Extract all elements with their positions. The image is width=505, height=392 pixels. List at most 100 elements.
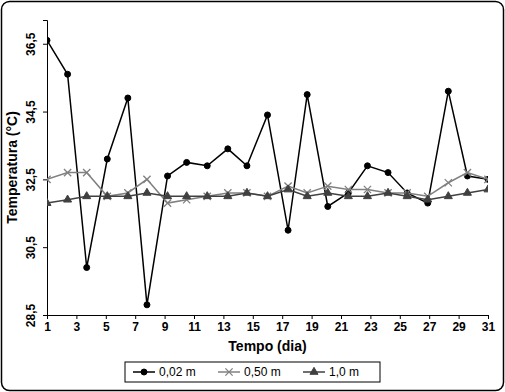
x-tick-mark (370, 315, 371, 319)
series-marker (363, 192, 371, 199)
legend-marker (141, 369, 147, 375)
x-tick-mark (282, 315, 283, 319)
series-marker (65, 71, 71, 77)
x-tick: 7 (132, 315, 139, 334)
x-tick-mark (223, 315, 224, 319)
y-tick-mark (43, 44, 47, 45)
x-tick: 23 (364, 315, 378, 334)
x-tick-label: 31 (482, 320, 496, 334)
series-marker (265, 112, 271, 118)
series-marker (484, 176, 488, 183)
series-marker (325, 204, 331, 210)
series-marker (263, 192, 271, 199)
y-tick: 30,5 (24, 236, 47, 260)
x-tick: 13 (217, 315, 231, 334)
x-tick: 21 (335, 315, 349, 334)
series-marker (484, 185, 488, 192)
series-marker (284, 185, 292, 192)
series-marker (183, 192, 191, 199)
legend-label: 0,50 m (244, 365, 281, 379)
x-tick-mark (341, 315, 342, 319)
series-marker (143, 176, 150, 183)
legend: 0,02 m 0,50 m 1,0 m (125, 362, 380, 382)
series-marker (304, 92, 310, 98)
y-axis-title: Temperatura (°C) (4, 111, 20, 224)
x-tick-label: 19 (305, 320, 319, 334)
legend-marker (310, 367, 318, 374)
y-axis-line (43, 21, 48, 316)
x-tick-mark (253, 315, 254, 319)
series-marker (243, 188, 251, 195)
series-marker (47, 37, 50, 43)
series-marker (364, 163, 370, 169)
series-marker (285, 227, 291, 233)
x-tick: 3 (74, 315, 81, 334)
x-tick: 9 (162, 315, 169, 334)
x-tick: 31 (482, 315, 496, 334)
series-marker (47, 176, 51, 183)
x-tick: 27 (423, 315, 437, 334)
series-marker (144, 302, 150, 308)
x-tick-label: 1 (44, 320, 51, 334)
x-tick-label: 23 (364, 320, 378, 334)
x-tick-mark (165, 315, 166, 319)
series-marker (83, 192, 91, 199)
legend-label: 1,0 m (329, 365, 359, 379)
legend-box (125, 362, 380, 382)
series-marker (103, 192, 111, 199)
legend-label: 0,02 m (159, 365, 196, 379)
series-marker (165, 173, 171, 179)
series-marker (83, 169, 90, 176)
x-tick-label: 27 (423, 320, 437, 334)
series-marker (444, 192, 452, 199)
series-marker (445, 88, 451, 94)
x-tick-mark (106, 315, 107, 319)
x-tick-mark (194, 315, 195, 319)
y-tick-mark (43, 315, 47, 316)
y-tick: 28,5 (24, 303, 47, 327)
x-tick-mark (459, 315, 460, 319)
x-tick: 19 (305, 315, 319, 334)
x-tick-label: 5 (103, 320, 110, 334)
x-tick-mark (135, 315, 136, 319)
chart-frame (2, 2, 504, 391)
y-tick-label: 32,5 (24, 168, 38, 192)
y-tick-mark (43, 112, 47, 113)
series-marker (224, 192, 232, 199)
x-tick-mark (400, 315, 401, 319)
x-tick: 1 (44, 315, 51, 334)
x-tick-mark (76, 315, 77, 319)
series-marker (164, 192, 172, 199)
x-tick-label: 17 (276, 320, 290, 334)
y-axis: 28,5 30,5 32,5 34,5 36,5 (24, 21, 48, 328)
series-marker (47, 198, 51, 205)
x-axis: 135791113151719212325272931 (44, 315, 495, 334)
series-marker (424, 195, 432, 202)
series-line (47, 173, 488, 204)
y-tick-mark (43, 179, 47, 180)
series-marker (244, 163, 250, 169)
x-tick: 25 (394, 315, 408, 334)
y-tick: 34,5 (24, 100, 47, 124)
series-marker (445, 179, 452, 186)
series-marker (344, 192, 352, 199)
series-marker (124, 192, 132, 199)
series-marker (64, 169, 71, 176)
series-marker (385, 170, 391, 176)
x-tick-label: 11 (188, 320, 201, 334)
x-tick-label: 9 (162, 320, 169, 334)
series-marker (463, 188, 471, 195)
series-marker (184, 159, 190, 165)
series-marker (464, 169, 471, 176)
y-tick: 32,5 (24, 168, 47, 192)
y-tick: 36,5 (24, 32, 47, 56)
series-marker (104, 156, 110, 162)
y-tick-label: 30,5 (24, 236, 38, 260)
series-marker (303, 192, 311, 199)
x-axis-line (48, 316, 489, 320)
x-tick-mark (488, 315, 489, 319)
legend-marker (225, 368, 232, 375)
series-marker (203, 192, 211, 199)
series-marker (324, 188, 332, 195)
x-tick-mark (312, 315, 313, 319)
